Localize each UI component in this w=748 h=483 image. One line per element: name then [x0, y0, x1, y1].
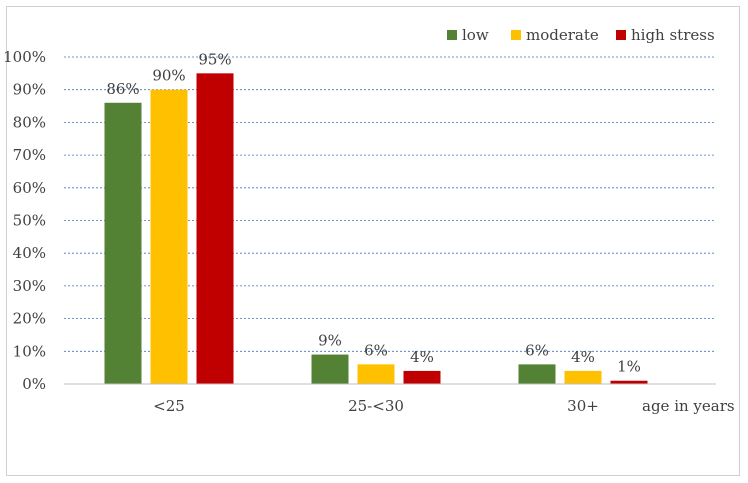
bar-high-stress-1 [196, 73, 234, 384]
y-tick-label: 30% [13, 277, 46, 295]
legend-label: moderate [526, 26, 599, 44]
data-label: 95% [198, 50, 231, 68]
y-tick-label: 100% [3, 48, 46, 66]
bar-high-stress-2 [403, 370, 441, 384]
bar-moderate-2 [357, 364, 395, 384]
y-tick-label: 50% [13, 212, 46, 230]
bar-low-3 [518, 364, 556, 384]
data-label: 1% [617, 358, 641, 376]
y-tick-label: 70% [13, 146, 46, 164]
legend: low moderate high stress [447, 26, 715, 44]
x-tick-label: 30+ [567, 397, 599, 415]
x-tick-label: <25 [153, 397, 185, 415]
bars [104, 73, 648, 384]
y-tick-label: 40% [13, 244, 46, 262]
bar-low-1 [104, 102, 142, 384]
legend-swatch [511, 30, 521, 40]
y-axis-ticks: 0% 10% 20% 30% 40% 50% 60% 70% 80% 90% 100% [3, 48, 46, 393]
legend-label: low [462, 26, 489, 44]
data-label: 9% [318, 332, 342, 350]
y-tick-label: 80% [13, 113, 46, 131]
x-tick-label: 25-<30 [348, 397, 404, 415]
bar-high-stress-3 [610, 380, 648, 384]
y-tick-label: 0% [22, 375, 46, 393]
data-label: 6% [525, 341, 549, 359]
y-tick-label: 20% [13, 310, 46, 328]
y-tick-label: 90% [13, 81, 46, 99]
data-label: 4% [410, 348, 434, 366]
x-axis-ticks: <25 25-<30 30+ [153, 397, 599, 415]
bar-low-2 [311, 354, 349, 384]
data-label: 4% [571, 348, 595, 366]
data-labels: 86% 90% 95% 9% 6% 4% 6% 4% 1% [106, 50, 641, 375]
data-label: 90% [152, 67, 185, 85]
data-label: 86% [106, 80, 139, 98]
legend-swatch [447, 30, 457, 40]
y-tick-label: 10% [13, 342, 46, 360]
legend-label: high stress [631, 26, 715, 44]
bar-moderate-3 [564, 370, 602, 384]
x-axis-title: age in years [642, 397, 735, 415]
y-tick-label: 60% [13, 179, 46, 197]
legend-swatch [616, 30, 626, 40]
data-label: 6% [364, 341, 388, 359]
bar-moderate-1 [150, 89, 188, 384]
